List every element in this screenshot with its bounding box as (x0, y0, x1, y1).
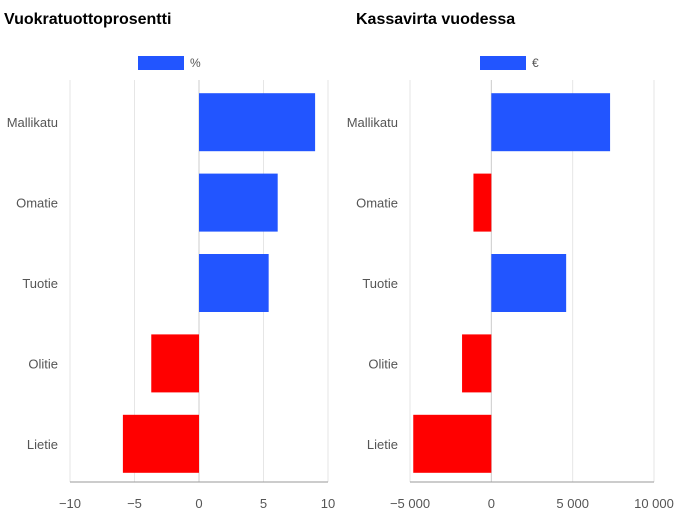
bar-tuotie (199, 254, 269, 312)
bar-omatie (473, 173, 492, 232)
bar-olitie (151, 334, 199, 393)
chart-title: Vuokratuottoprosentti (4, 11, 171, 28)
bar-tuotie (491, 254, 567, 312)
x-tick-label: 5 000 (556, 496, 589, 511)
category-label: Omatie (16, 196, 58, 211)
x-tick-label: 10 (321, 496, 335, 511)
x-tick-label: 5 (260, 496, 267, 511)
legend-swatch (480, 56, 526, 70)
category-label: Tuotie (362, 276, 398, 291)
category-label: Lietie (27, 437, 58, 452)
bar-lietie (122, 414, 199, 473)
x-tick-label: 10 000 (634, 496, 674, 511)
x-tick-label: 0 (488, 496, 495, 511)
x-tick-label: 0 (195, 496, 202, 511)
x-tick-label: −10 (59, 496, 81, 511)
legend-label: % (190, 56, 201, 70)
category-label: Olitie (28, 356, 58, 371)
category-label: Omatie (356, 196, 398, 211)
legend-label: € (532, 56, 539, 70)
category-label: Tuotie (22, 276, 58, 291)
bar-omatie (199, 173, 278, 232)
category-label: Lietie (367, 437, 398, 452)
bar-lietie (413, 414, 492, 473)
chart-panel-1: Vuokratuottoprosentti% −10 −5 0 5 10 Mallikatu… (4, 11, 335, 511)
category-label: Mallikatu (347, 115, 398, 130)
x-tick-label: −5 000 (390, 496, 430, 511)
legend-swatch (138, 56, 184, 70)
bar-olitie (462, 334, 492, 393)
chart-title: Kassavirta vuodessa (356, 11, 515, 28)
bar-mallikatu (491, 93, 611, 152)
category-label: Mallikatu (7, 115, 58, 130)
chart-panel-2: Kassavirta vuodessa € −5 000 0 5 000 10 000 Ma… (347, 11, 674, 511)
category-label: Olitie (368, 356, 398, 371)
x-tick-label: −5 (127, 496, 142, 511)
bar-mallikatu (199, 93, 316, 152)
